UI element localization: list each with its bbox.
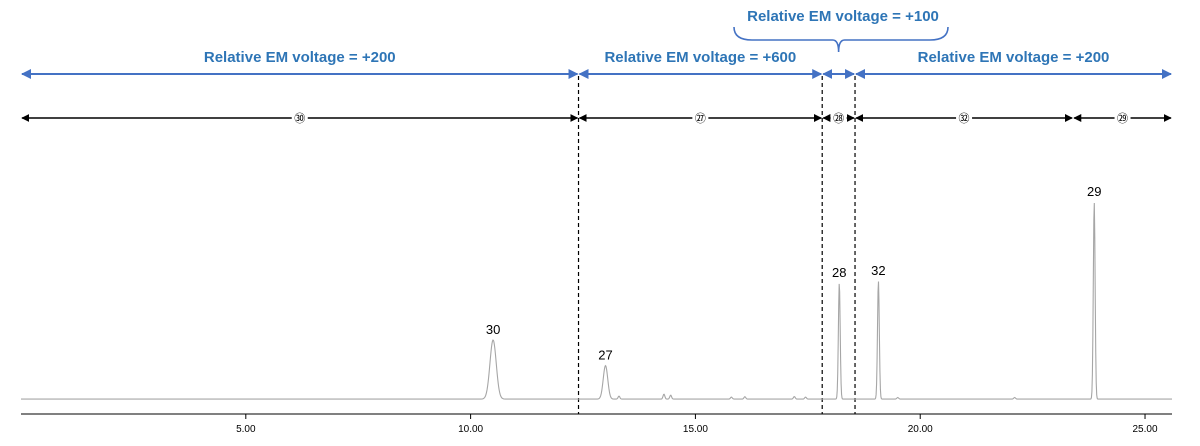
segment-label-bg — [956, 110, 973, 126]
segment-label: ㉜ — [959, 112, 970, 125]
voltage-ranges: Relative EM voltage = +200 Relative EM vo… — [21, 8, 1172, 79]
segment-label-bg — [291, 110, 308, 126]
segment-label-bg — [830, 110, 847, 126]
voltage-range-label: Relative EM voltage = +600 — [604, 49, 796, 66]
peak-label: 28 — [832, 265, 846, 280]
compound-segments: ㉚ ㉗ ㉘ ㉜ ㉙ — [21, 110, 1172, 126]
voltage-range-label: Relative EM voltage = +200 — [204, 49, 396, 66]
trace-line — [21, 203, 1172, 400]
x-tick-label: 20.00 — [908, 424, 933, 435]
chromatogram-trace — [21, 203, 1172, 400]
peak-label: 29 — [1087, 184, 1101, 199]
peak-label: 30 — [486, 322, 500, 337]
x-tick-label: 10.00 — [458, 424, 483, 435]
voltage-callout-brace — [733, 26, 949, 53]
segment-label-bg — [1114, 110, 1131, 126]
x-tick-label: 5.00 — [236, 424, 256, 435]
peak-label: 32 — [871, 263, 885, 278]
segment-label: ㉚ — [294, 112, 305, 125]
x-axis: 5.00 10.00 15.00 20.00 25.00 — [21, 413, 1172, 435]
peak-label: 27 — [598, 348, 612, 363]
x-tick-label: 15.00 — [683, 424, 708, 435]
voltage-range-label: Relative EM voltage = +200 — [918, 49, 1110, 66]
segment-label: ㉘ — [833, 112, 844, 125]
x-tick-label: 25.00 — [1133, 424, 1158, 435]
peak-labels: 30 27 28 32 29 — [486, 184, 1102, 363]
segment-label-bg — [692, 110, 709, 126]
segment-label: ㉙ — [1117, 112, 1128, 125]
voltage-callout-label: Relative EM voltage = +100 — [747, 8, 939, 25]
segment-label: ㉗ — [695, 112, 706, 125]
boundary-lines — [577, 76, 856, 414]
